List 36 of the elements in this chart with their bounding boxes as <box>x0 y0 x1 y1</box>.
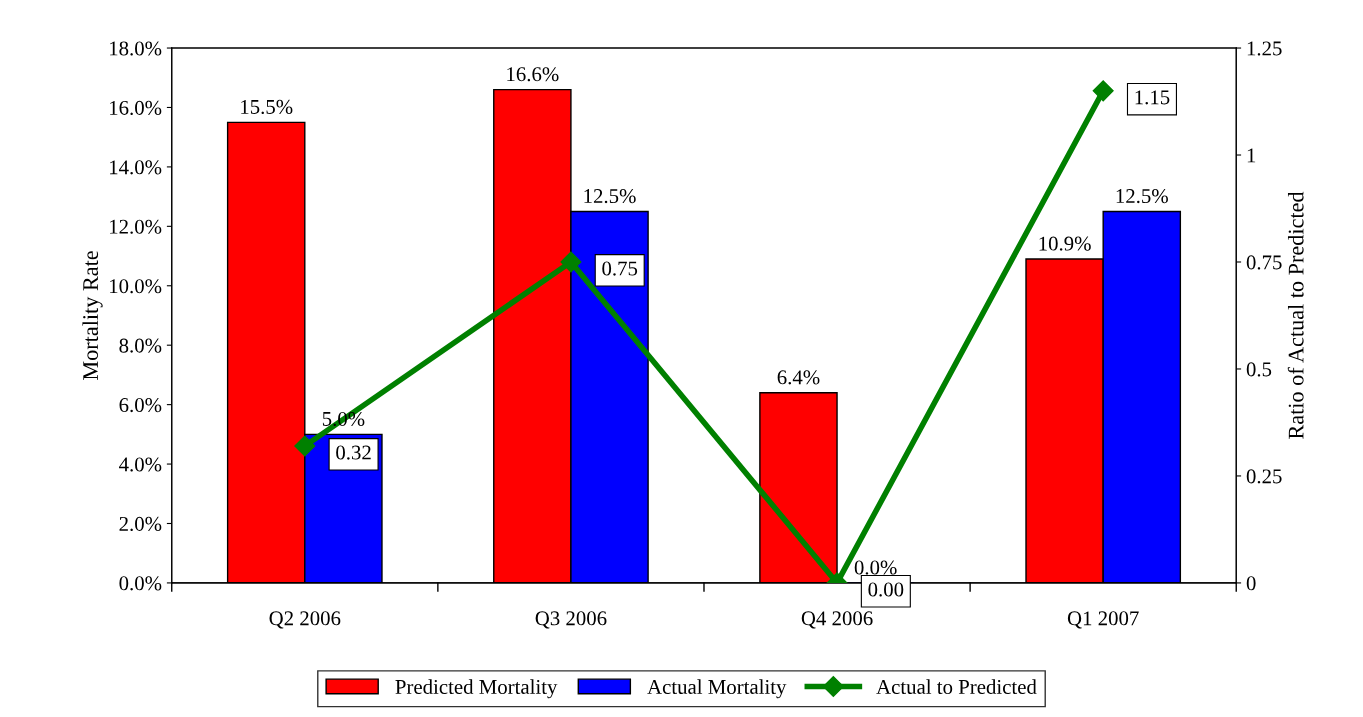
data-label: 10.9% <box>1039 236 1091 251</box>
y-tick-label: 2.0% <box>119 516 162 532</box>
y2-tick-label: 0 <box>1246 576 1256 591</box>
y-tick-label: 4.0% <box>119 457 162 472</box>
legend-label: Actual to Predicted <box>876 679 1037 694</box>
data-label: 1.15 <box>1135 90 1170 105</box>
x-tick-label: Q4 2006 <box>801 611 873 629</box>
y-tick-label: 10.0% <box>110 279 162 294</box>
x-tick-label: Q3 2006 <box>535 611 607 629</box>
y-axis-title: Mortality Rate <box>82 251 103 380</box>
x-tick-label: Q2 2006 <box>269 611 341 629</box>
data-label: 0.00 <box>868 582 904 597</box>
y-tick-label: 12.0% <box>110 219 162 234</box>
y2-axis-title: Ratio of Actual to Predicted <box>1287 191 1304 439</box>
y2-tick-label: 1.25 <box>1247 41 1282 56</box>
y-tick-label: 0.0% <box>119 576 162 591</box>
data-label: 12.5% <box>584 189 636 204</box>
y2-tick-label: 0.75 <box>1246 255 1282 270</box>
data-label: 6.4% <box>777 370 820 385</box>
data-label: 0.75 <box>602 261 638 276</box>
data-label: 15.5% <box>241 99 293 115</box>
y-tick-label: 6.0% <box>119 398 162 413</box>
legend-label: Actual Mortality <box>647 679 787 699</box>
y2-tick-label: 1 <box>1247 148 1256 163</box>
y-tick-label: 18.0% <box>110 41 162 56</box>
data-label: 16.6% <box>507 67 559 82</box>
y2-tick-label: 0.25 <box>1246 469 1282 484</box>
y-tick-label: 8.0% <box>119 338 162 353</box>
y-tick-label: 16.0% <box>110 100 162 115</box>
y-tick-label: 14.0% <box>110 160 162 175</box>
y2-tick-label: 0.5 <box>1246 362 1272 377</box>
data-label: 0.0% <box>854 560 897 575</box>
x-tick-label: Q1 2007 <box>1067 611 1139 629</box>
data-label: 0.32 <box>336 445 371 460</box>
legend-label: Predicted Mortality <box>395 679 558 699</box>
data-label: 12.5% <box>1116 189 1168 204</box>
